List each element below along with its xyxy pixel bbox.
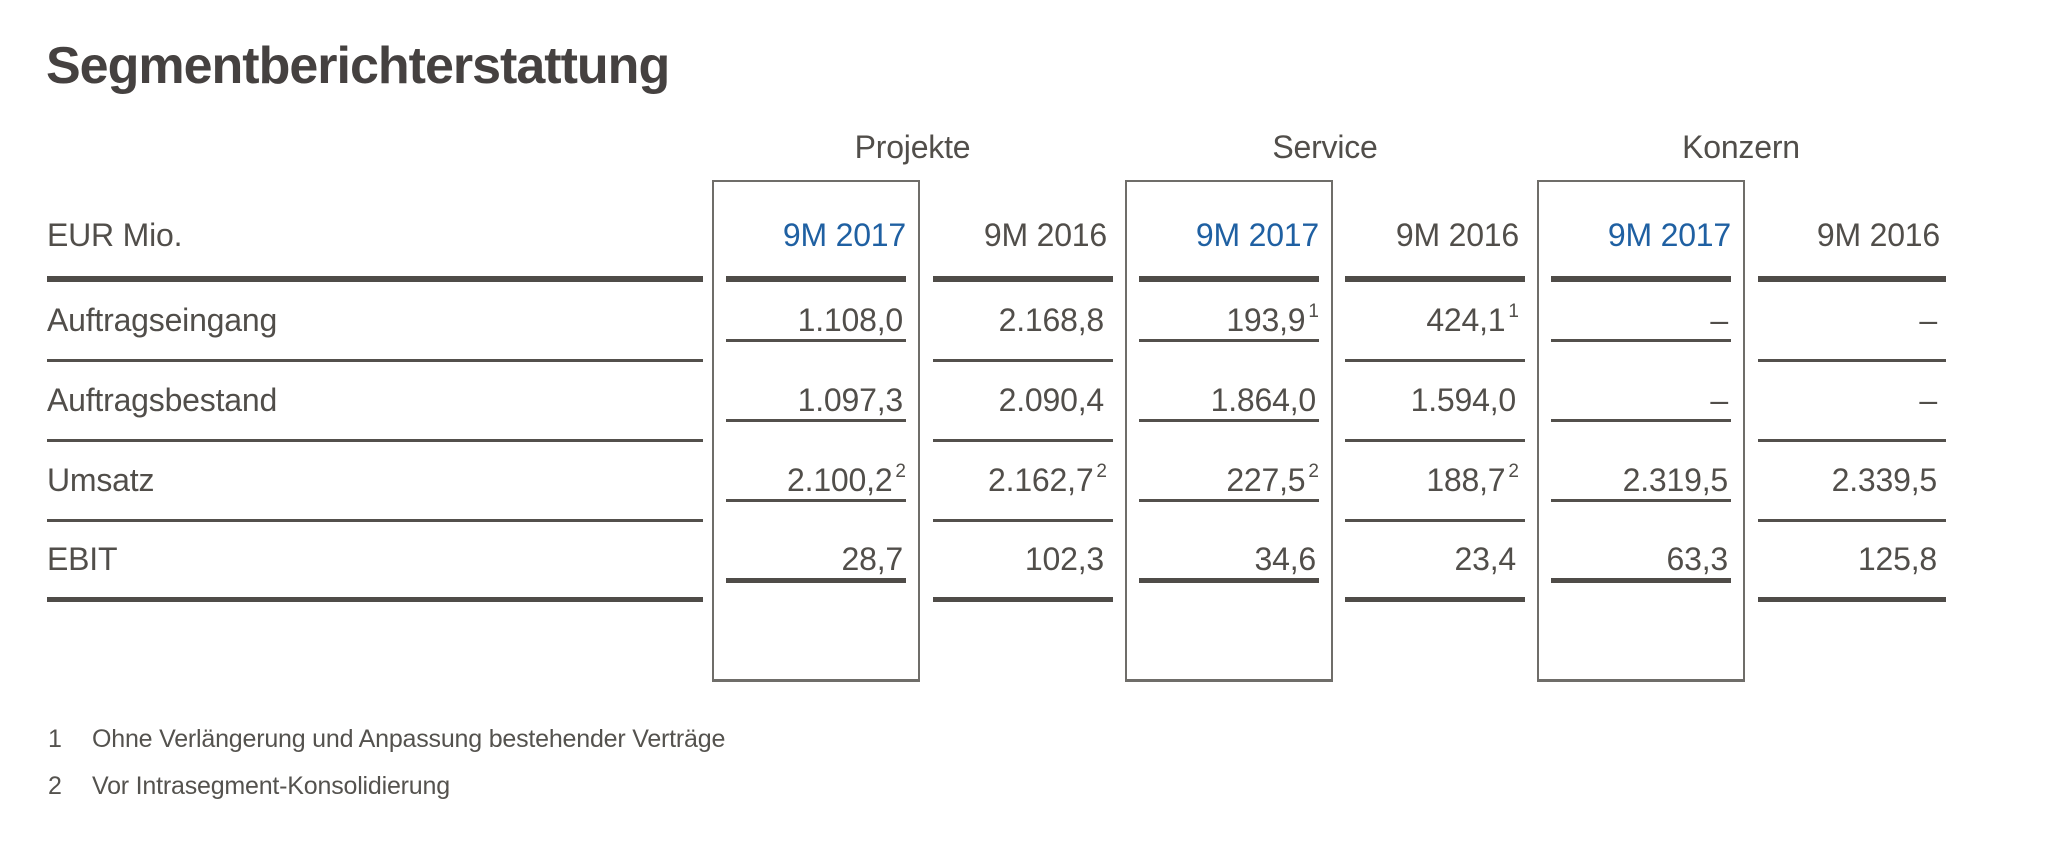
footnote-text: Vor Intrasegment-Konsolidierung xyxy=(92,772,450,800)
value-cell: 2.339,5 xyxy=(1758,442,1946,522)
value-cell: – xyxy=(1551,382,1731,422)
value-cell: – xyxy=(1758,362,1946,442)
group-label-projekte: Projekte xyxy=(854,129,971,165)
group-label-service: Service xyxy=(1272,129,1378,165)
footnote-number: 2 xyxy=(48,772,62,800)
row-label: Umsatz xyxy=(47,442,703,522)
value-cell: 63,3 xyxy=(1551,541,1731,583)
table-row-auftragsbestand: Auftragsbestand 1.097,3 2.090,4 1.864,0 … xyxy=(47,362,1946,442)
value-cell: 1.097,3 xyxy=(726,382,906,422)
footnote-2: 2 Vor Intrasegment-Konsolidierung xyxy=(48,771,725,801)
page-title: Segmentberichterstattung xyxy=(46,37,670,95)
col-header-service-2016: 9M 2016 xyxy=(1345,180,1525,282)
footnotes: 1 Ohne Verlängerung und Anpassung besteh… xyxy=(48,724,725,818)
value-cell: 188,7 2 xyxy=(1345,442,1525,522)
value-cell: 1.108,0 xyxy=(726,302,906,342)
col-header-konzern-2016: 9M 2016 xyxy=(1758,180,1946,282)
value-cell: 23,4 xyxy=(1345,522,1525,602)
table-row-umsatz: Umsatz 2.100,2 2 2.162,7 2 227,5 2 188,7 2 2… xyxy=(47,442,1946,522)
row-label: Auftragseingang xyxy=(47,282,703,362)
value-cell: 34,6 xyxy=(1139,541,1319,583)
value-cell: 125,8 xyxy=(1758,522,1946,602)
footnote-number: 1 xyxy=(48,725,62,753)
row-label: EBIT xyxy=(47,522,703,602)
footnote-text: Ohne Verlängerung und Anpassung bestehen… xyxy=(92,725,726,753)
table-row-auftragseingang: Auftragseingang 1.108,0 2.168,8 193,9 1 4… xyxy=(47,282,1946,362)
table-row-ebit: EBIT 28,7 102,3 34,6 23,4 63,3 125,8 xyxy=(47,522,1946,602)
segment-table: Projekte Service Konzern EUR Mio. 9M 201… xyxy=(47,120,1946,682)
value-cell: 227,5 2 xyxy=(1139,462,1319,502)
highlight-box-projekte-2017 xyxy=(712,180,920,682)
value-cell: – xyxy=(1551,302,1731,342)
group-label-konzern: Konzern xyxy=(1682,129,1800,165)
footnote-1: 1 Ohne Verlängerung und Anpassung besteh… xyxy=(48,724,725,754)
col-header-projekte-2017: 9M 2017 xyxy=(726,217,906,282)
value-cell: – xyxy=(1758,282,1946,362)
value-cell: 102,3 xyxy=(933,522,1113,602)
table-header-row: EUR Mio. 9M 2017 9M 2016 9M 2017 9M 2016… xyxy=(47,180,1946,282)
col-header-konzern-2017: 9M 2017 xyxy=(1551,217,1731,282)
value-cell: 2.162,7 2 xyxy=(933,442,1113,522)
value-cell: 1.864,0 xyxy=(1139,382,1319,422)
value-cell: 2.100,2 2 xyxy=(726,462,906,502)
col-header-projekte-2016: 9M 2016 xyxy=(933,180,1113,282)
value-cell: 28,7 xyxy=(726,541,906,583)
col-header-service-2017: 9M 2017 xyxy=(1139,217,1319,282)
highlight-box-service-2017 xyxy=(1125,180,1333,682)
value-cell: 2.168,8 xyxy=(933,282,1113,362)
value-cell: 2.319,5 xyxy=(1551,462,1731,502)
value-cell: 424,1 1 xyxy=(1345,282,1525,362)
group-header-band: Projekte Service Konzern xyxy=(47,120,1946,180)
row-label: Auftragsbestand xyxy=(47,362,703,442)
value-cell: 193,9 1 xyxy=(1139,302,1319,342)
unit-label: EUR Mio. xyxy=(47,180,703,282)
value-cell: 1.594,0 xyxy=(1345,362,1525,442)
value-cell: 2.090,4 xyxy=(933,362,1113,442)
highlight-box-konzern-2017 xyxy=(1537,180,1745,682)
